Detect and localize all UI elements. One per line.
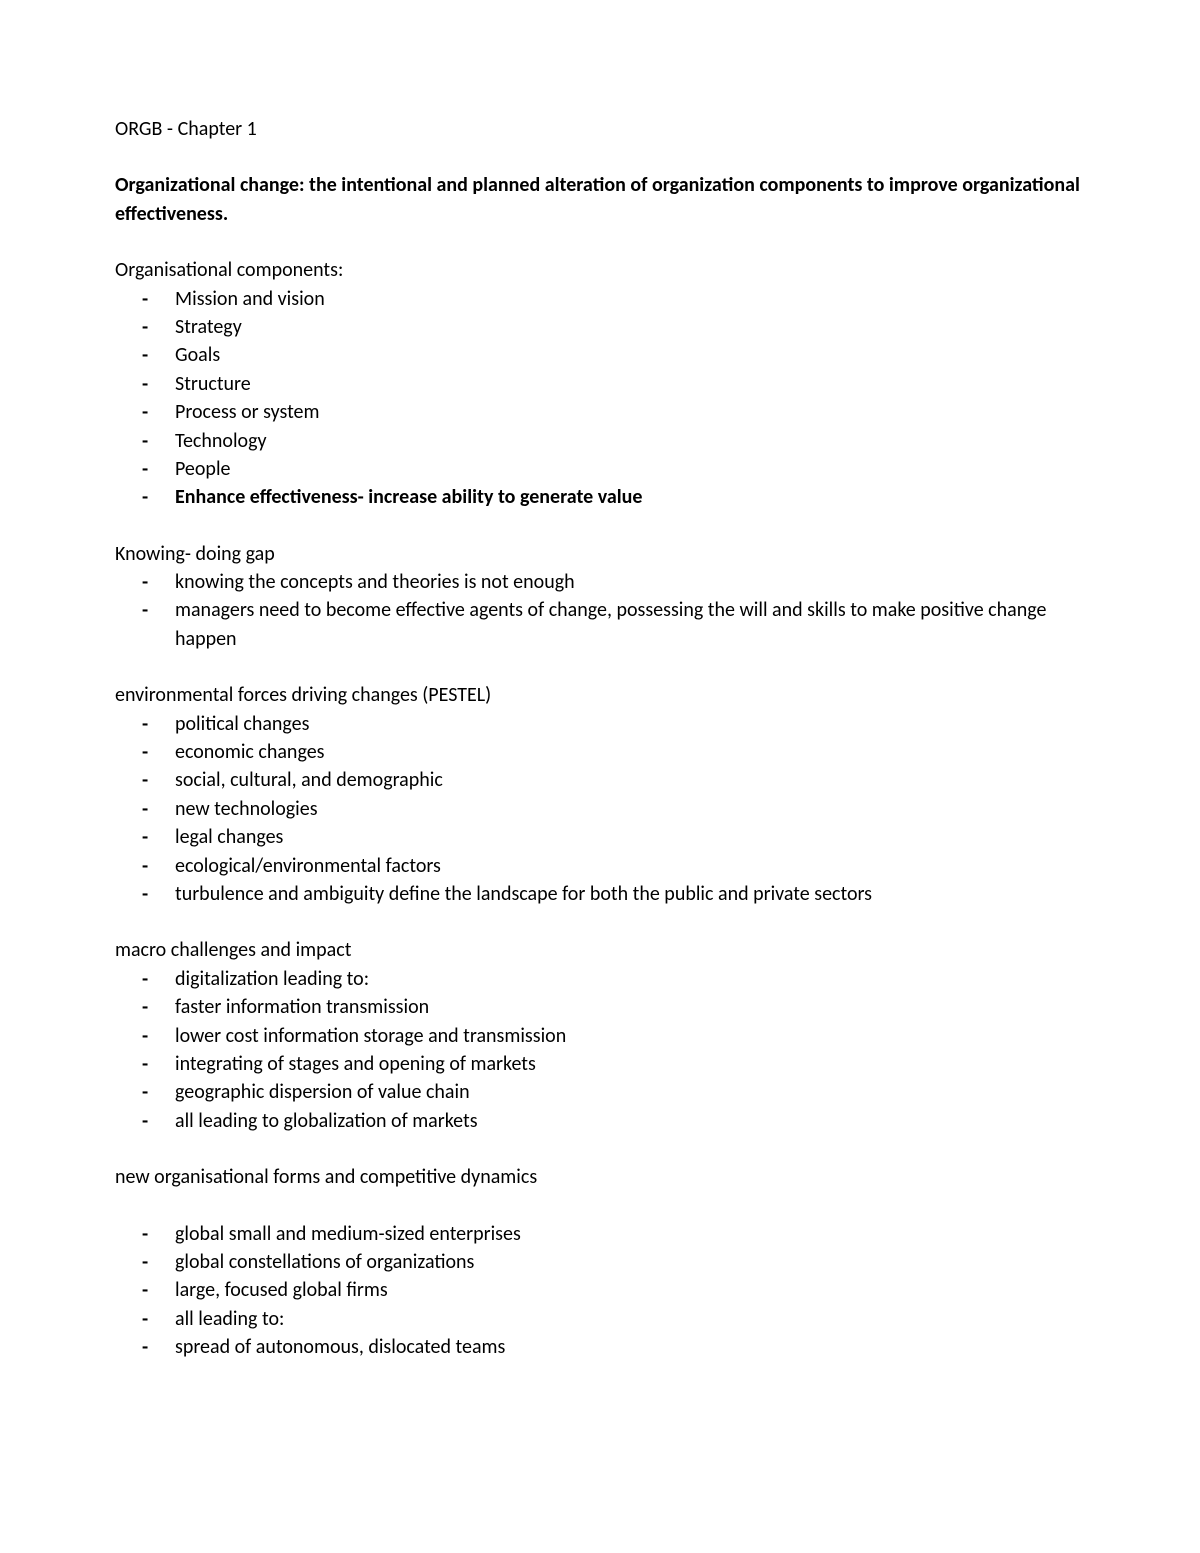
list-item: integrating of stages and opening of mar… — [175, 1050, 1085, 1078]
section: macro challenges and impactdigitalizatio… — [115, 936, 1085, 1135]
list-item: new technologies — [175, 795, 1085, 823]
list-item: faster information transmission — [175, 993, 1085, 1021]
section: Knowing- doing gapknowing the concepts a… — [115, 540, 1085, 654]
list-item: Mission and vision — [175, 285, 1085, 313]
list-item: spread of autonomous, dislocated teams — [175, 1333, 1085, 1361]
list-item: Process or system — [175, 398, 1085, 426]
list-item: economic changes — [175, 738, 1085, 766]
section-heading: new organisational forms and competitive… — [115, 1163, 1085, 1191]
list-item: legal changes — [175, 823, 1085, 851]
list-item: ecological/environmental factors — [175, 852, 1085, 880]
list-item: social, cultural, and demographic — [175, 766, 1085, 794]
bullet-list: Mission and visionStrategyGoalsStructure… — [115, 285, 1085, 512]
list-item: People — [175, 455, 1085, 483]
section-heading: environmental forces driving changes (PE… — [115, 681, 1085, 709]
list-item: Strategy — [175, 313, 1085, 341]
list-item: digitalization leading to: — [175, 965, 1085, 993]
list-item: all leading to: — [175, 1305, 1085, 1333]
bullet-list: political changeseconomic changessocial,… — [115, 710, 1085, 909]
section: new organisational forms and competitive… — [115, 1163, 1085, 1361]
list-item: Goals — [175, 341, 1085, 369]
bullet-list: knowing the concepts and theories is not… — [115, 568, 1085, 653]
section-heading: Organisational components: — [115, 256, 1085, 284]
section-heading: macro challenges and impact — [115, 936, 1085, 964]
bullet-list: digitalization leading to:faster informa… — [115, 965, 1085, 1135]
list-item: lower cost information storage and trans… — [175, 1022, 1085, 1050]
document-body: Organisational components:Mission and vi… — [115, 256, 1085, 1361]
list-item: Structure — [175, 370, 1085, 398]
intro-term: Organizational change: — [115, 173, 305, 197]
document-title: ORGB - Chapter 1 — [115, 115, 1085, 143]
list-item: Enhance effectiveness- increase ability … — [175, 483, 1085, 511]
section: Organisational components:Mission and vi… — [115, 256, 1085, 512]
list-item: geographic dispersion of value chain — [175, 1078, 1085, 1106]
list-item: large, focused global firms — [175, 1276, 1085, 1304]
list-item: turbulence and ambiguity define the land… — [175, 880, 1085, 908]
list-item: global constellations of organizations — [175, 1248, 1085, 1276]
section: environmental forces driving changes (PE… — [115, 681, 1085, 908]
list-item: knowing the concepts and theories is not… — [175, 568, 1085, 596]
list-item: managers need to become effective agents… — [175, 596, 1085, 653]
intro-paragraph: Organizational change: the intentional a… — [115, 171, 1085, 228]
bullet-list: global small and medium-sized enterprise… — [115, 1220, 1085, 1362]
list-item: Technology — [175, 427, 1085, 455]
list-item: global small and medium-sized enterprise… — [175, 1220, 1085, 1248]
section-heading: Knowing- doing gap — [115, 540, 1085, 568]
list-item: all leading to globalization of markets — [175, 1107, 1085, 1135]
list-item: political changes — [175, 710, 1085, 738]
